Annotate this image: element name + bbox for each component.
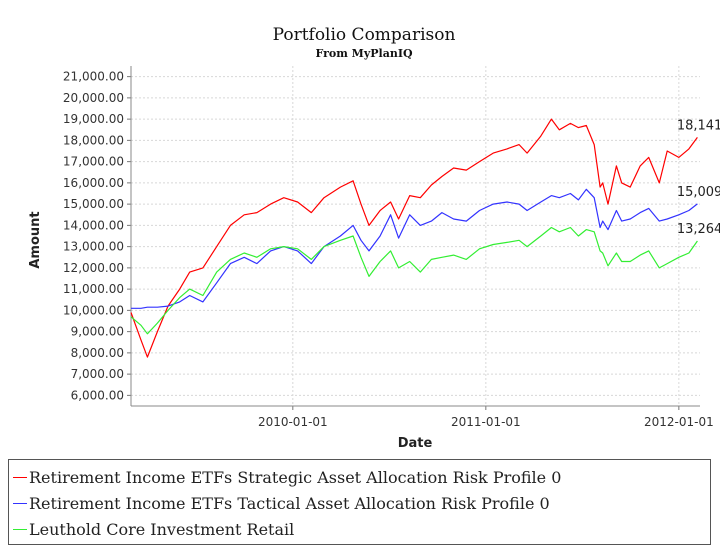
y-tick-label: 20,000.00 (63, 91, 124, 105)
legend-label-leuthold: Leuthold Core Investment Retail (29, 519, 295, 539)
legend-swatch-tactical (13, 502, 27, 504)
end-value-label-2: 13,264 (677, 222, 720, 237)
labels-layer: 18,141 15,009 13,264 (677, 118, 720, 237)
legend: Retirement Income ETFs Strategic Asset A… (8, 459, 711, 545)
axes-layer: 6,000.00 7,000.00 8,000.00 9,000.00 10,000.0… (63, 66, 714, 429)
y-tick-label: 19,000.00 (63, 112, 124, 126)
y-tick-label: 12,000.00 (63, 261, 124, 275)
chart-subtitle: From MyPlanIQ (315, 47, 413, 60)
y-tick-label: 11,000.00 (63, 282, 124, 296)
y-tick-label: 16,000.00 (63, 176, 124, 190)
y-axis-label: Amount (28, 211, 43, 268)
y-tick-label: 14,000.00 (63, 218, 124, 232)
y-tick-label: 8,000.00 (71, 346, 124, 360)
plot-area (131, 66, 700, 406)
end-value-label-1: 15,009 (677, 185, 720, 200)
legend-label-tactical: Retirement Income ETFs Tactical Asset Al… (29, 493, 550, 513)
legend-item-strategic: Retirement Income ETFs Strategic Asset A… (9, 464, 710, 490)
series-layer (130, 118, 698, 358)
end-value-label-0: 18,141 (677, 118, 720, 133)
x-tick-label: 2010-01-01 (258, 415, 328, 429)
x-tick-label: 2012-01-01 (644, 415, 714, 429)
y-tick-label: 9,000.00 (71, 325, 124, 339)
y-tick-label: 15,000.00 (63, 197, 124, 211)
chart-svg: Portfolio Comparison From MyPlanIQ 6,000… (28, 25, 720, 451)
x-axis-label: Date (398, 436, 433, 451)
legend-item-leuthold: Leuthold Core Investment Retail (9, 516, 710, 542)
y-tick-label: 10,000.00 (63, 303, 124, 317)
y-tick-label: 21,000.00 (63, 70, 124, 84)
legend-swatch-strategic (13, 476, 27, 478)
series-line-2 (130, 226, 698, 335)
y-tick-label: 17,000.00 (63, 155, 124, 169)
y-tick-label: 18,000.00 (63, 133, 124, 147)
y-tick-label: 6,000.00 (71, 388, 124, 402)
y-tick-label: 13,000.00 (63, 240, 124, 254)
legend-swatch-leuthold (13, 528, 27, 530)
x-tick-label: 2011-01-01 (451, 415, 521, 429)
legend-label-strategic: Retirement Income ETFs Strategic Asset A… (29, 467, 562, 487)
series-line-0 (130, 118, 698, 358)
legend-item-tactical: Retirement Income ETFs Tactical Asset Al… (9, 490, 710, 516)
chart-title: Portfolio Comparison (273, 25, 456, 45)
y-tick-label: 7,000.00 (71, 367, 124, 381)
series-line-1 (131, 188, 698, 309)
